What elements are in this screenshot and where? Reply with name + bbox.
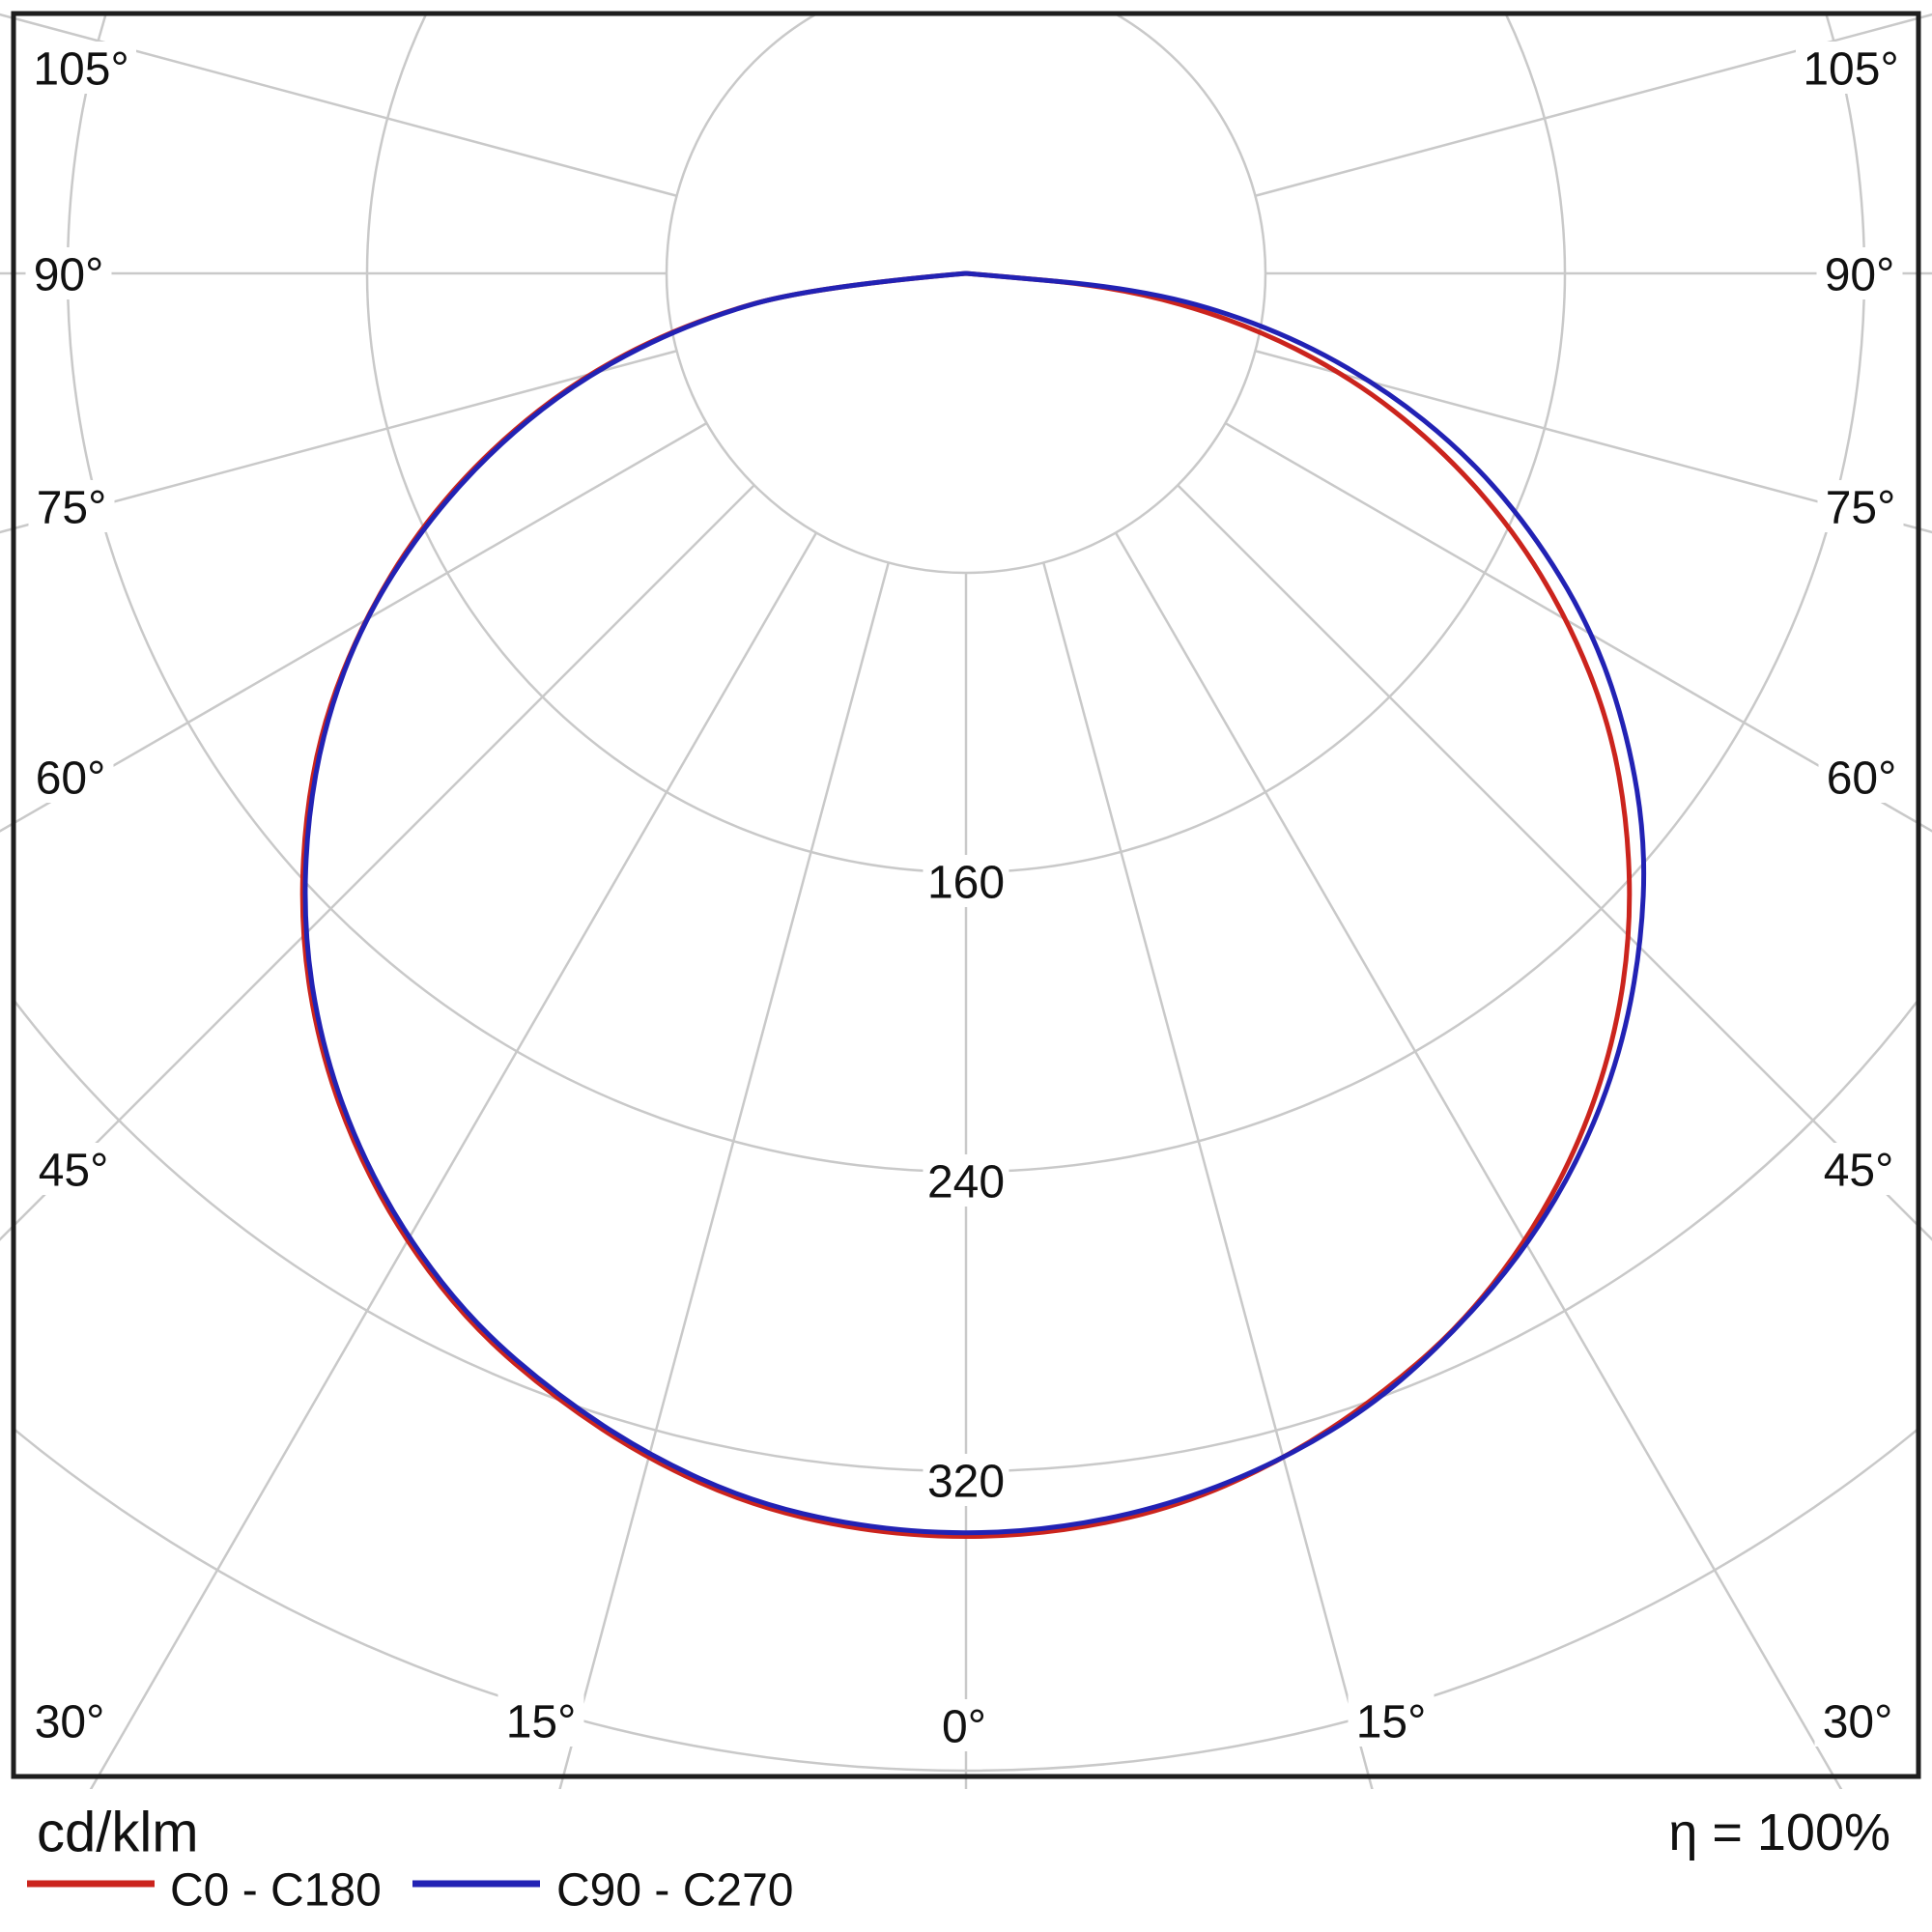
grid-radial-30deg: [1114, 531, 1843, 1789]
ring-label-320-bg: [923, 1454, 1009, 1506]
angle-label-13: 90°: [1825, 250, 1895, 301]
efficiency-label: η = 100%: [1668, 1804, 1890, 1861]
angle-label-12: 75°: [1826, 483, 1896, 534]
angle-label-0: 105°: [33, 44, 128, 96]
ring-label-240: 240: [927, 1157, 1005, 1208]
curve-c90-c270: [302, 270, 1647, 1536]
grid-radial--30deg: [89, 531, 818, 1789]
angle-label-3: 60°: [36, 753, 106, 805]
angle-label-3-bg: [27, 751, 114, 803]
angle-label-1: 90°: [34, 250, 104, 301]
angle-label-6-bg: [497, 1694, 584, 1747]
grid-radial--15deg: [558, 562, 890, 1789]
angle-label-9: 30°: [1823, 1697, 1893, 1748]
angle-label-2-bg: [28, 480, 115, 532]
angle-label-14: 105°: [1803, 44, 1898, 96]
grid-radial--75deg: [0, 350, 677, 534]
grid-ring-80: [665, 14, 1267, 575]
angle-label-11: 60°: [1827, 753, 1897, 805]
angle-label-4: 45°: [39, 1146, 109, 1197]
angle-label-6: 15°: [506, 1697, 577, 1748]
angle-label-10-bg: [1815, 1143, 1902, 1195]
angle-label-8-bg: [1348, 1694, 1435, 1747]
intensity-curves: [299, 270, 1647, 1540]
legend: C0 - C180 C90 - C270: [27, 1865, 793, 1917]
angle-label-7: 0°: [942, 1702, 986, 1753]
angle-label-9-bg: [1814, 1694, 1901, 1747]
grid-radial--45deg: [0, 484, 755, 1241]
angle-label-4-bg: [30, 1143, 117, 1195]
grid-radial--105deg: [0, 13, 677, 197]
angle-label-10: 45°: [1824, 1146, 1894, 1197]
grid-radial--60deg: [0, 421, 708, 833]
angle-label-5: 30°: [35, 1697, 105, 1748]
angle-label-7-bg: [933, 1699, 995, 1751]
angle-label-5-bg: [26, 1694, 113, 1747]
grid-radial-15deg: [1042, 562, 1374, 1789]
legend-label-c0-c180: C0 - C180: [170, 1865, 382, 1917]
plot-frame: [11, 11, 1921, 1779]
unit-label: cd/klm: [37, 1802, 199, 1864]
angle-label-2: 75°: [37, 483, 107, 534]
legend-label-c90-c270: C90 - C270: [556, 1865, 793, 1917]
grid-radial-45deg: [1177, 484, 1932, 1241]
grid-radial-105deg: [1255, 13, 1932, 197]
ring-label-320: 320: [927, 1457, 1005, 1508]
angle-label-1-bg: [25, 247, 112, 299]
axis-labels: 105° 90° 75° 60° 45° 30° 15° 0° 15° 30° 45° 60° 75° 9…: [25, 42, 1906, 1753]
grid-radial-75deg: [1255, 350, 1932, 534]
angle-label-13-bg: [1816, 247, 1903, 299]
angle-label-0-bg: [26, 42, 136, 94]
ring-label-240-bg: [923, 1154, 1009, 1207]
ring-label-160-bg: [923, 855, 1009, 907]
grid-radial-60deg: [1224, 421, 1932, 833]
angle-label-14-bg: [1796, 42, 1906, 94]
angle-label-11-bg: [1818, 751, 1905, 803]
angle-label-12-bg: [1817, 480, 1904, 532]
ring-label-160: 160: [927, 858, 1005, 909]
angle-label-8: 15°: [1356, 1697, 1427, 1748]
